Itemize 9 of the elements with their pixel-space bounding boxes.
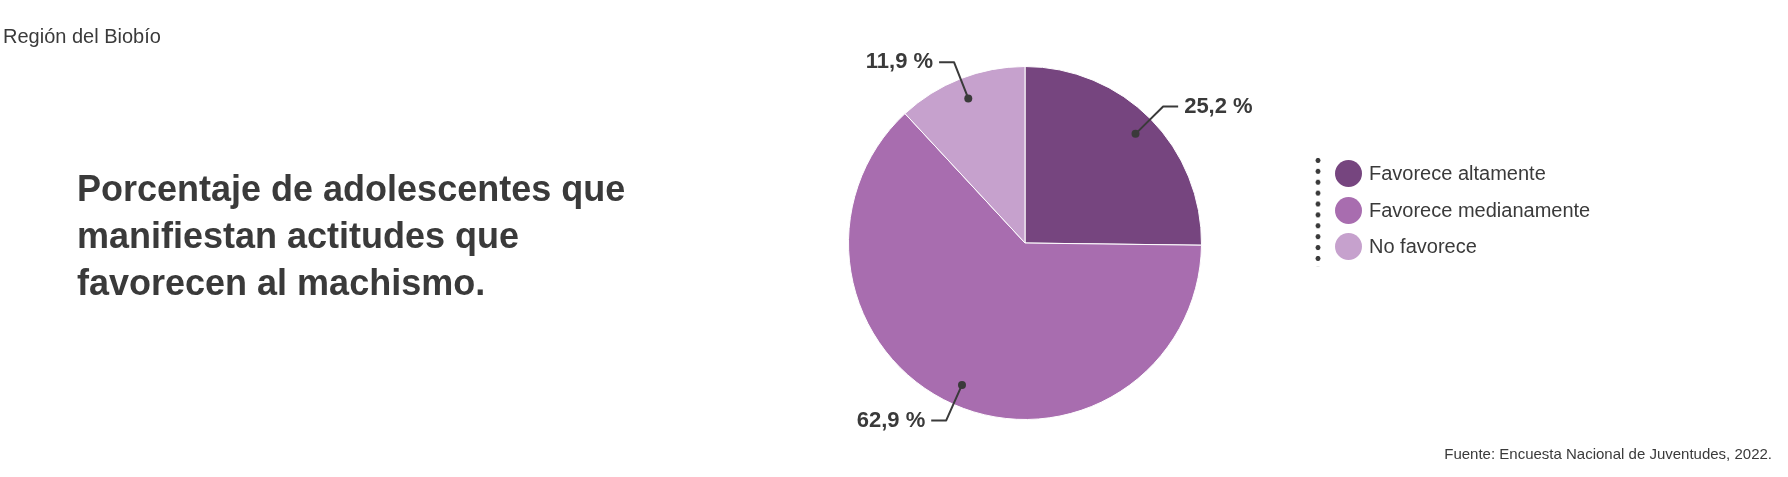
- legend-label: Favorece altamente: [1369, 162, 1546, 185]
- source-note: Fuente: Encuesta Nacional de Juventudes, 2022.: [1444, 445, 1772, 463]
- text: Región del Biobío: [3, 25, 161, 48]
- data-label: 25,2 %: [1184, 92, 1253, 118]
- text: Porcentaje de adolescentes que manifiestan actitudes que favorecen al machismo.: [77, 167, 627, 305]
- legend-label: Favorece medianamente: [1369, 198, 1591, 222]
- data-label: 11,9 %: [865, 48, 934, 74]
- legend-label: No favorece: [1369, 235, 1477, 258]
- data-label: 62,9 %: [856, 406, 926, 432]
